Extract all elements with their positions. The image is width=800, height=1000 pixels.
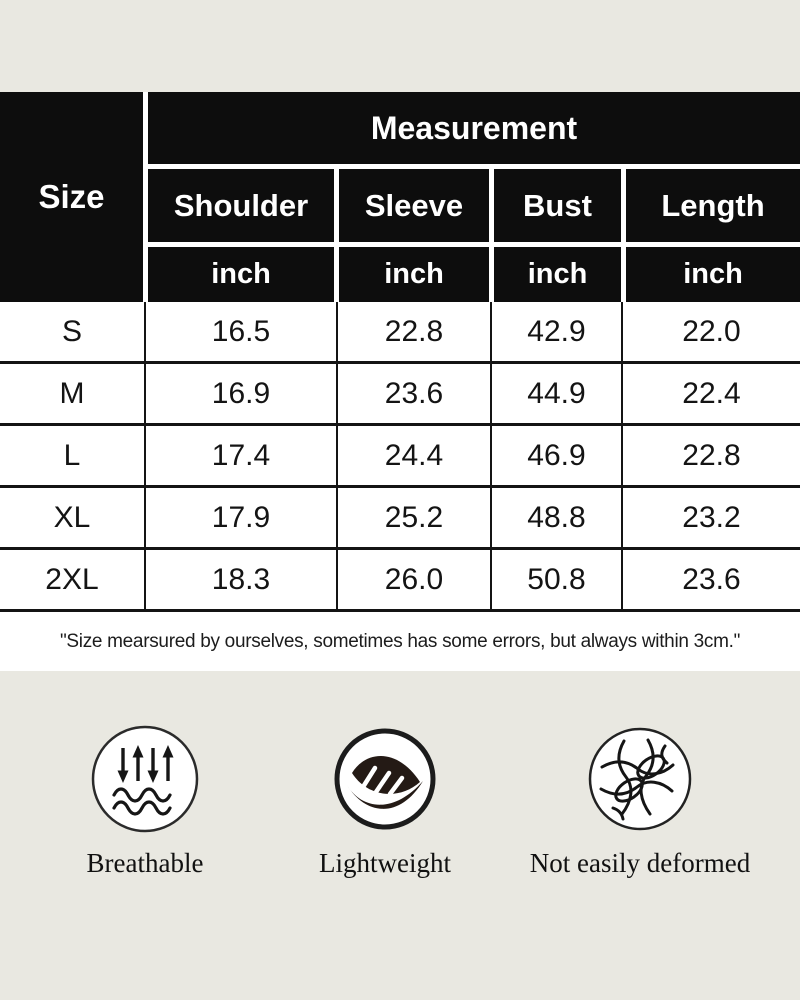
row-size-label: 2XL [0, 550, 144, 609]
size-header-cell: Size [0, 92, 143, 302]
size-table-body: S 16.5 22.8 42.9 22.0 M 16.9 23.6 44.9 2… [0, 302, 800, 612]
table-cell: 25.2 [338, 488, 490, 547]
column-header-bust: Bust [494, 169, 621, 242]
table-cell: 46.9 [492, 426, 621, 485]
table-cell: 18.3 [146, 550, 336, 609]
feature-not-easily-deformed: Not easily deformed [495, 724, 785, 879]
feature-label-lightweight: Lightweight [319, 848, 451, 878]
unit-cell-length: inch [626, 247, 800, 302]
column-header-sleeve: Sleeve [339, 169, 489, 242]
row-size-label: L [0, 426, 144, 485]
feature-label-not-easily-deformed: Not easily deformed [529, 848, 751, 878]
table-cell: 22.0 [623, 302, 800, 361]
leaf-icon [270, 724, 500, 834]
row-size-label: M [0, 364, 144, 423]
table-cell: 22.4 [623, 364, 800, 423]
table-cell: 22.8 [338, 302, 490, 361]
size-chart-panel: Size Measurement Shoulder Sleeve Bust Le… [0, 92, 800, 671]
table-cell: 17.4 [146, 426, 336, 485]
feature-label-breathable: Breathable [86, 848, 204, 878]
table-cell: 22.8 [623, 426, 800, 485]
table-cell: 50.8 [492, 550, 621, 609]
note-band: "Size mearsured by ourselves, sometimes … [0, 612, 800, 671]
table-cell: 17.9 [146, 488, 336, 547]
row-size-label: S [0, 302, 144, 361]
table-cell: 48.8 [492, 488, 621, 547]
mesh-icon [495, 724, 785, 834]
feature-lightweight: Lightweight [270, 724, 500, 879]
table-cell: 23.2 [623, 488, 800, 547]
size-table-header: Size Measurement Shoulder Sleeve Bust Le… [0, 92, 800, 302]
unit-cell-sleeve: inch [339, 247, 489, 302]
column-header-length: Length [626, 169, 800, 242]
table-cell: 44.9 [492, 364, 621, 423]
size-note: "Size mearsured by ourselves, sometimes … [59, 630, 741, 652]
table-cell: 23.6 [338, 364, 490, 423]
table-cell: 26.0 [338, 550, 490, 609]
measurement-header-cell: Measurement [148, 92, 800, 164]
table-cell: 16.9 [146, 364, 336, 423]
column-header-shoulder: Shoulder [148, 169, 334, 242]
table-cell: 24.4 [338, 426, 490, 485]
row-size-label: XL [0, 488, 144, 547]
table-cell: 42.9 [492, 302, 621, 361]
table-cell: 16.5 [146, 302, 336, 361]
table-cell: 23.6 [623, 550, 800, 609]
breathable-icon [35, 724, 255, 834]
unit-cell-shoulder: inch [148, 247, 334, 302]
unit-cell-bust: inch [494, 247, 621, 302]
feature-breathable: Breathable [35, 724, 255, 879]
